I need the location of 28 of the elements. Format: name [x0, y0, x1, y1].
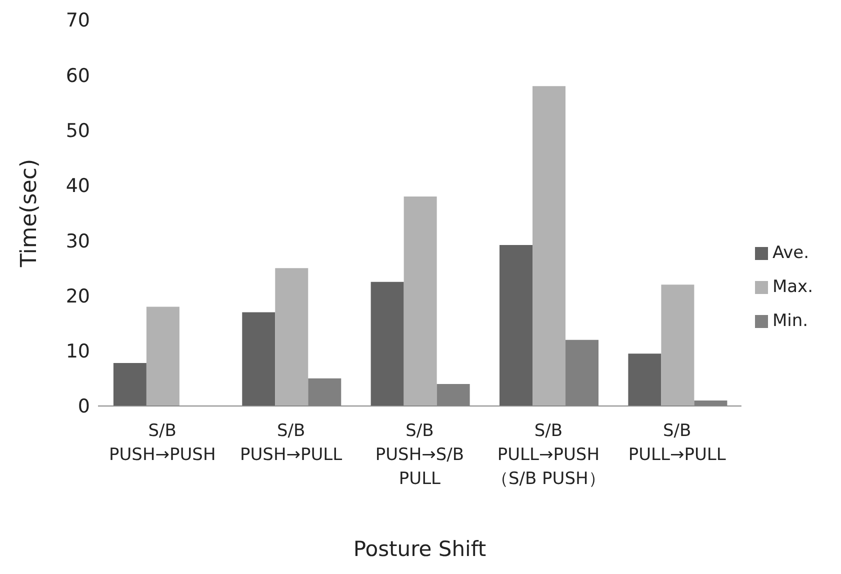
bar: [242, 312, 276, 406]
legend-label: Min.: [772, 311, 808, 331]
bar: [628, 354, 662, 406]
y-tick-label: 30: [66, 230, 90, 252]
x-tick-label: S/B PUSH→PULL: [240, 421, 343, 465]
x-axis-title: Posture Shift: [353, 537, 486, 561]
x-tick-label: S/B PULL→PULL: [628, 421, 726, 465]
bar: [275, 268, 308, 406]
bar: [370, 282, 404, 406]
bar: [146, 306, 180, 406]
y-tick-label: 10: [66, 340, 90, 363]
y-tick-label: 60: [66, 64, 90, 87]
y-tick-label: 50: [66, 120, 90, 142]
bar: [532, 86, 566, 406]
y-tick-label: 40: [66, 175, 90, 198]
bar: [113, 362, 146, 406]
legend-label: Max.: [772, 277, 813, 297]
y-tick-label: 0: [78, 396, 90, 418]
y-tick-label: 20: [66, 285, 90, 308]
bar: [500, 244, 533, 406]
y-axis-title: Time(sec): [16, 158, 42, 268]
bar: [404, 196, 437, 406]
x-tick-label: S/B PUSH→PUSH: [108, 421, 216, 465]
x-tick-label: S/B PULL→PUSH （S/B PUSH）: [491, 421, 606, 489]
x-tick-label: S/B PUSH→S/B PULL: [375, 421, 464, 489]
y-tick-label: 70: [66, 10, 90, 32]
bar: [661, 284, 694, 406]
legend-label: Ave.: [772, 243, 809, 263]
